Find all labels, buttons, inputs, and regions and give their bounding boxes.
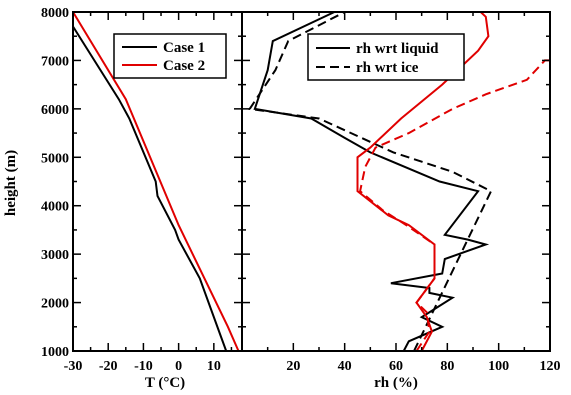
temperature-y-tick-label: 1000 xyxy=(41,345,69,360)
temperature-y-tick-label: 8000 xyxy=(41,6,69,21)
temperature-series-line-0 xyxy=(72,25,228,352)
legend-label-rh-liquid: rh wrt liquid xyxy=(356,41,439,57)
temperature-x-tick-label: -20 xyxy=(99,359,118,374)
y-axis-label: height (m) xyxy=(3,150,19,216)
temperature-legend: Case 1 Case 2 xyxy=(113,33,227,79)
temperature-x-tick-label: -10 xyxy=(134,359,153,374)
rh-x-tick-label: 80 xyxy=(440,359,454,374)
temperature-y-tick-label: 2000 xyxy=(41,297,69,312)
temperature-y-tick-label: 4000 xyxy=(41,200,69,215)
temperature-y-tick-label: 6000 xyxy=(41,103,69,118)
temperature-legend-box xyxy=(113,33,227,79)
temperature-x-tick-label: -30 xyxy=(64,359,83,374)
rh-legend: rh wrt liquid rh wrt ice xyxy=(307,33,465,81)
rh-series-line-2 xyxy=(356,11,490,352)
rh-x-tick-label: 100 xyxy=(488,359,509,374)
temperature-x-tick-label: 0 xyxy=(175,359,182,374)
temperature-y-tick-label: 7000 xyxy=(41,54,69,69)
rh-x-tick-label: 60 xyxy=(389,359,403,374)
temperature-y-tick-label: 3000 xyxy=(41,248,69,263)
rh-series-line-1 xyxy=(247,11,493,352)
temperature-panel: -30 -20 -10 0 10 1000 2000 3000 4000 5000 6000 7000… xyxy=(41,6,243,391)
rh-x-tick-label: 120 xyxy=(540,359,561,374)
rh-x-axis-label: rh (%) xyxy=(374,375,418,391)
rh-legend-box xyxy=(307,33,465,81)
rh-panel: 20 40 60 80 100 120 rh (%) rh wrt liquid rh w… xyxy=(241,11,561,391)
rh-series-line-3 xyxy=(358,59,550,352)
rh-x-tick-label: 40 xyxy=(338,359,352,374)
temperature-x-axis-label: T (°C) xyxy=(145,375,185,391)
rh-x-tick-label: 20 xyxy=(286,359,300,374)
temperature-x-tick-label: 10 xyxy=(207,359,221,374)
legend-label-case-2: Case 2 xyxy=(163,58,205,74)
temperature-y-tick-label: 5000 xyxy=(41,151,69,166)
legend-label-rh-ice: rh wrt ice xyxy=(356,60,419,76)
legend-label-case-1: Case 1 xyxy=(163,40,205,56)
temperature-series-line-1 xyxy=(72,11,240,352)
